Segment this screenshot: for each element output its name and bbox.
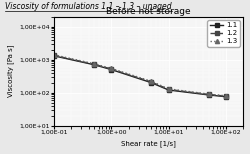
Line: 1.1: 1.1 xyxy=(52,54,228,99)
1.3 xyxy=(92,63,96,65)
1.2 xyxy=(92,63,96,65)
Line: 1.3: 1.3 xyxy=(52,53,228,98)
Line: 1.2: 1.2 xyxy=(52,53,228,98)
1.3 xyxy=(224,95,227,97)
1.2 xyxy=(167,89,170,90)
1.1 xyxy=(167,89,170,91)
1.2 xyxy=(207,93,210,95)
1.1 xyxy=(92,64,96,66)
1.2 xyxy=(52,54,56,56)
Legend: 1.1, 1.2, 1.3: 1.1, 1.2, 1.3 xyxy=(208,20,240,47)
1.3 xyxy=(52,54,56,56)
Y-axis label: Viscosity [Pa s]: Viscosity [Pa s] xyxy=(7,45,14,97)
1.3 xyxy=(150,80,153,82)
1.2 xyxy=(110,68,113,70)
1.3 xyxy=(207,93,210,95)
Text: Viscosity of formulations 1.1 – 1.3 – unaged: Viscosity of formulations 1.1 – 1.3 – un… xyxy=(5,2,172,10)
1.3 xyxy=(110,67,113,69)
1.2 xyxy=(224,95,227,97)
1.1 xyxy=(224,96,227,98)
1.1 xyxy=(207,94,210,96)
1.1 xyxy=(52,55,56,57)
1.1 xyxy=(110,69,113,71)
1.1 xyxy=(150,82,153,84)
X-axis label: Shear rate [1/s]: Shear rate [1/s] xyxy=(121,140,176,147)
1.2 xyxy=(150,81,153,83)
Title: Before hot storage: Before hot storage xyxy=(106,7,191,16)
1.3 xyxy=(167,88,170,90)
